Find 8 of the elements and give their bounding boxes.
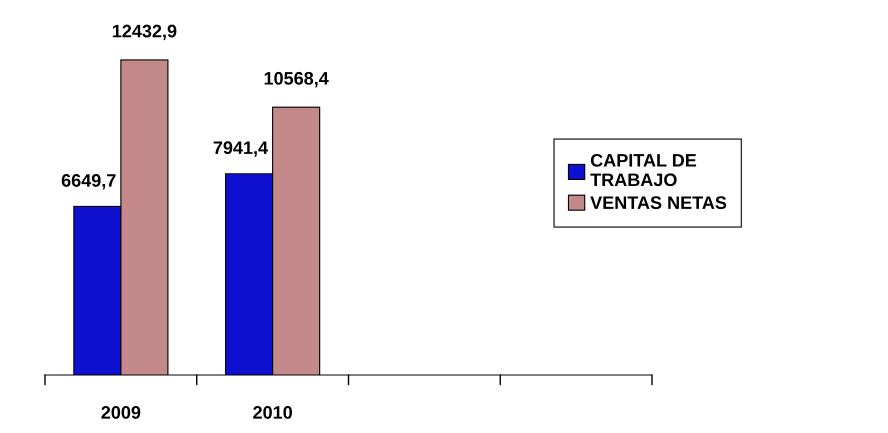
legend-label: CAPITAL DE TRABAJO	[590, 154, 696, 186]
data-label: 12432,9	[112, 24, 176, 40]
x-tick-label: 2009	[101, 406, 140, 419]
data-label: 6649,7	[62, 174, 116, 190]
data-label: 10568,4	[264, 72, 329, 88]
data-label: 7941,4	[214, 141, 268, 157]
x-tick-label: 2010	[253, 406, 292, 419]
legend-label: VENTAS NETAS	[590, 196, 726, 210]
